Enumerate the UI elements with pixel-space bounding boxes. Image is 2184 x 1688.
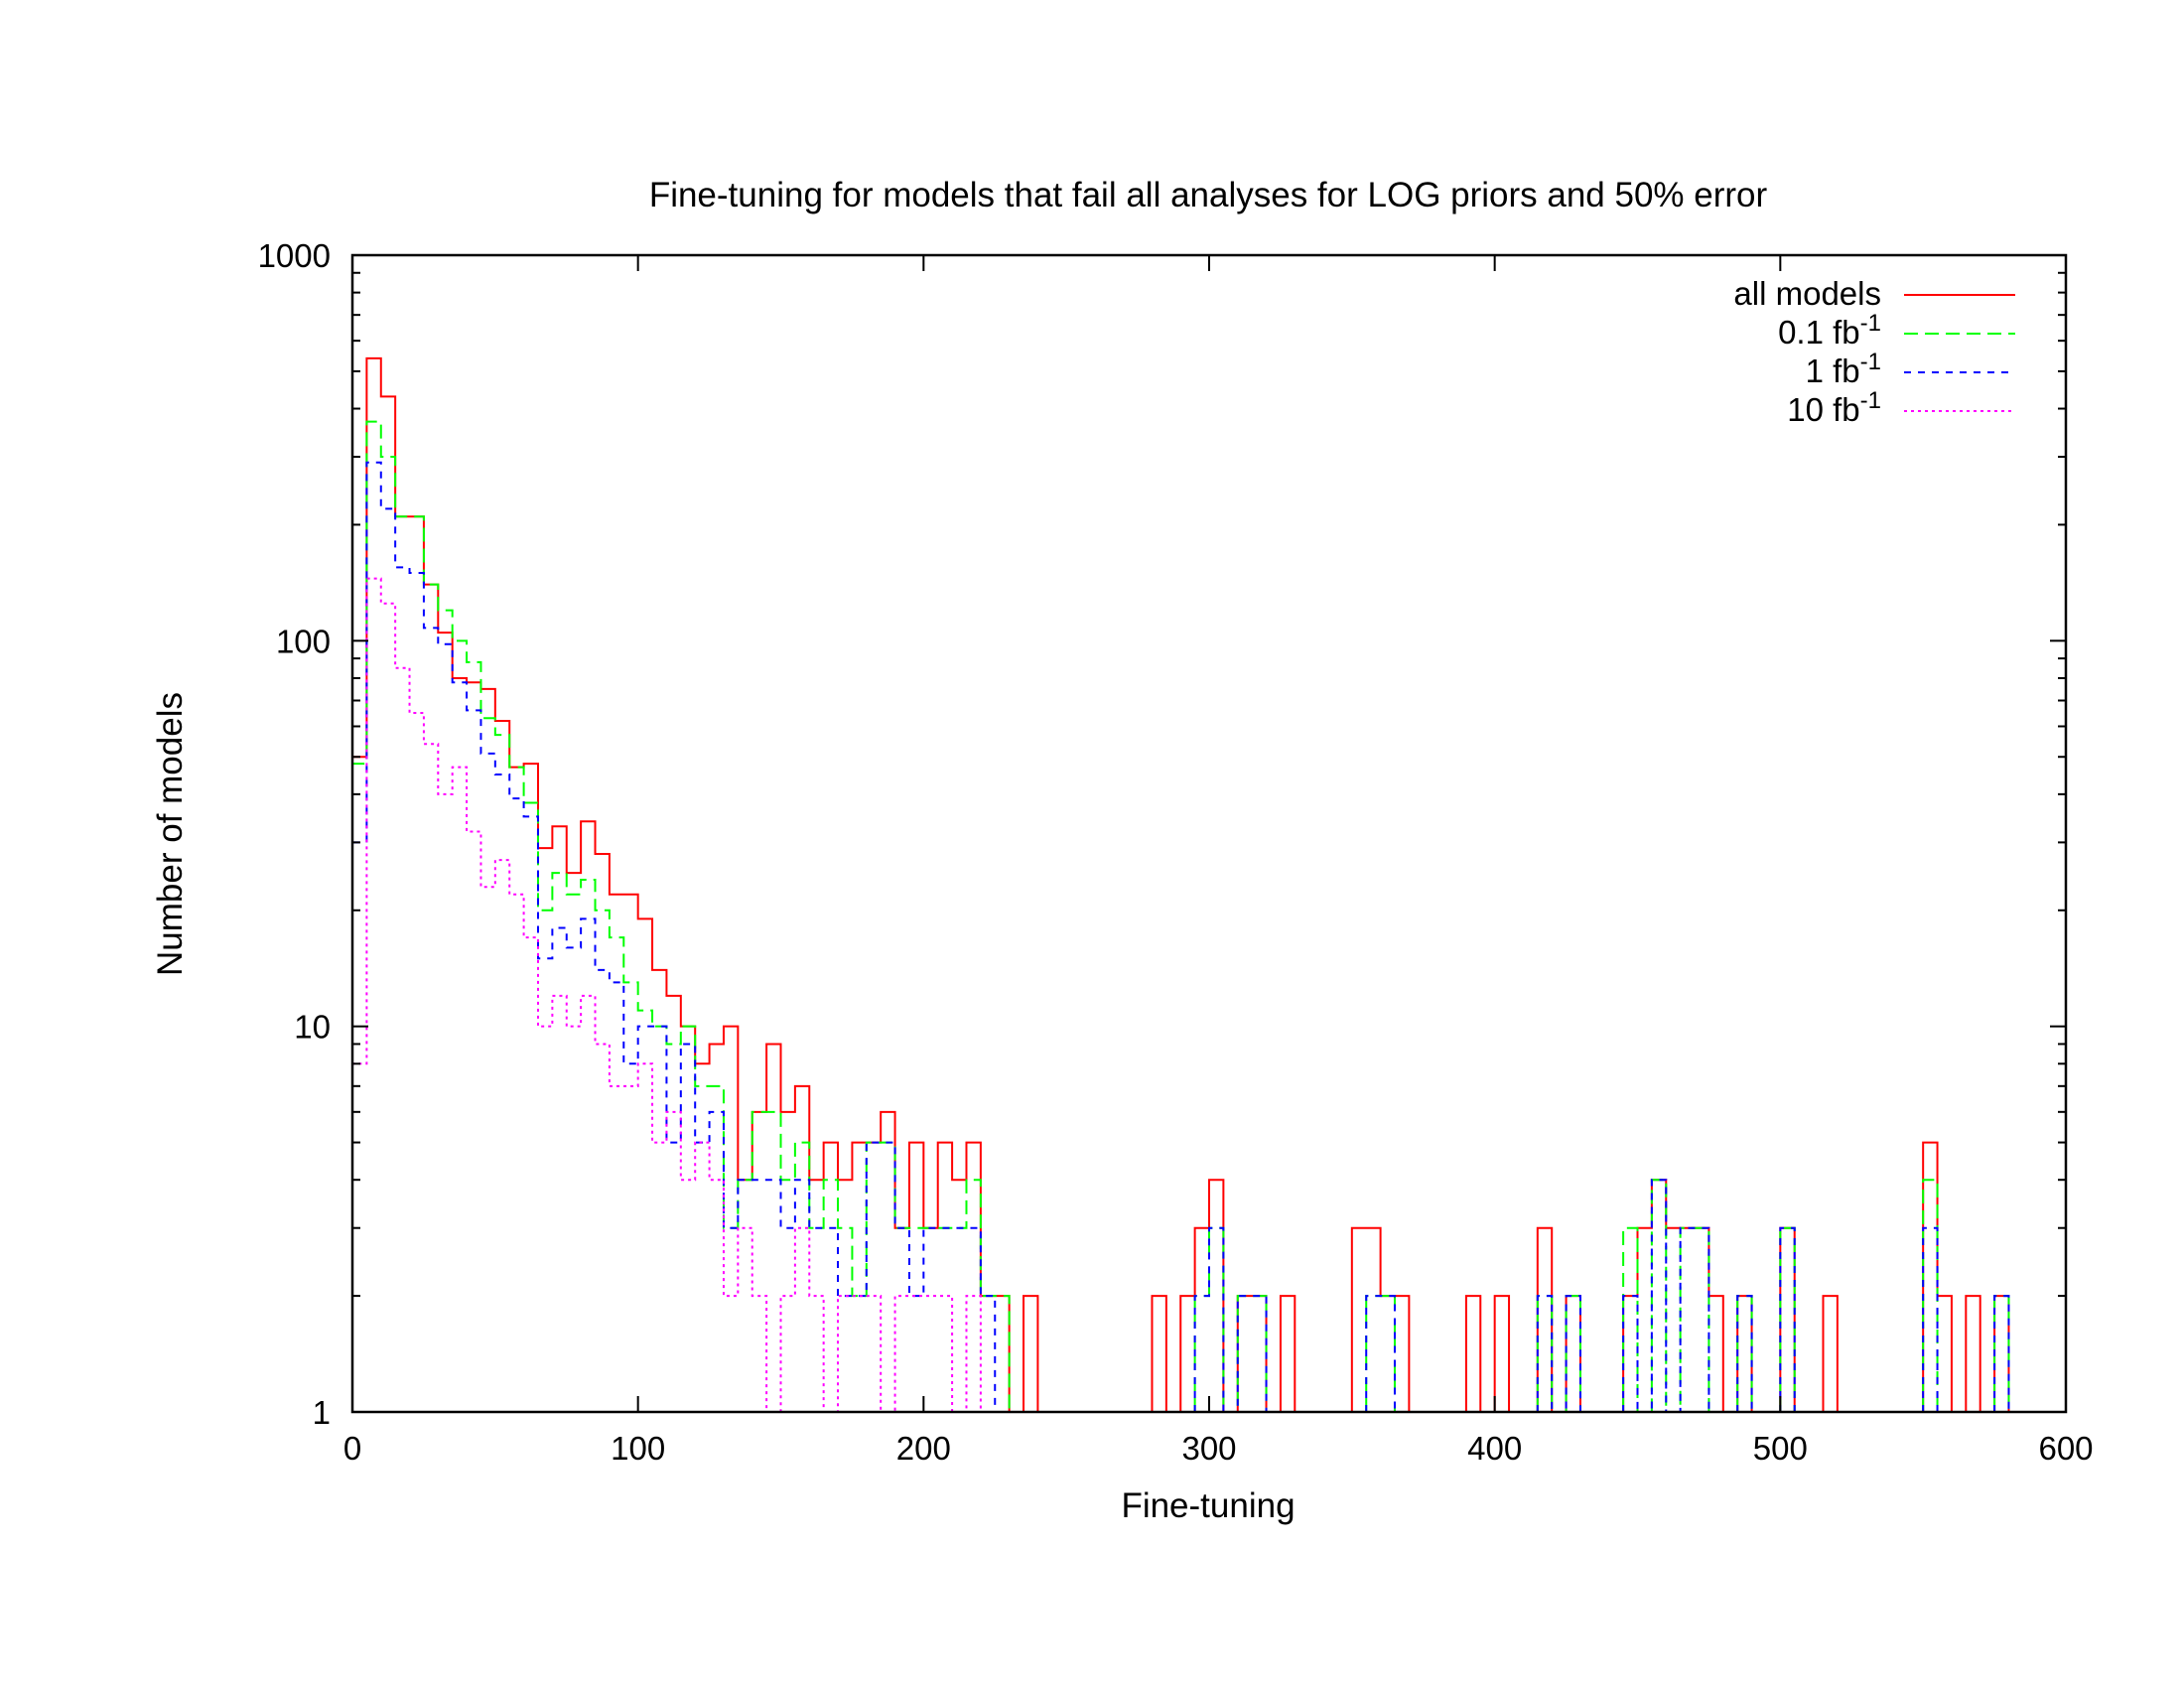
x-tick-label: 300 xyxy=(1181,1430,1236,1467)
x-tick-label: 0 xyxy=(343,1430,361,1467)
axis-ticks: 0 100 200 300 400 500 600 1 10 100 1000 xyxy=(258,237,2094,1467)
legend-label-text: 0.1 fb xyxy=(1778,314,1860,351)
x-axis-label: Fine-tuning xyxy=(1121,1486,1295,1525)
legend-label: 0.1 fb-1 xyxy=(1778,310,1881,351)
legend-label-superscript: -1 xyxy=(1860,349,1881,375)
legend-label: all models xyxy=(1733,275,1881,312)
x-tick-label: 500 xyxy=(1753,1430,1808,1467)
x-tick-label: 400 xyxy=(1467,1430,1522,1467)
legend-label-superscript: -1 xyxy=(1860,387,1881,414)
y-axis-label: Number of models xyxy=(151,692,190,976)
y-tick-label: 10 xyxy=(294,1009,331,1046)
y-tick-label: 100 xyxy=(276,623,331,659)
y-tick-label: 1 xyxy=(313,1394,331,1431)
legend-label-superscript: -1 xyxy=(1860,310,1881,337)
y-tick-label: 1000 xyxy=(258,237,331,274)
legend-label: 10 fb-1 xyxy=(1787,387,1881,428)
chart-title: Fine-tuning for models that fail all ana… xyxy=(649,176,1768,214)
series-4-histogram xyxy=(351,577,996,1413)
plot-frame xyxy=(350,253,2068,1414)
legend-label-text: 10 fb xyxy=(1787,391,1859,428)
legend-label: 1 fb-1 xyxy=(1806,349,1881,389)
legend-label-text: 1 fb xyxy=(1806,352,1860,389)
x-tick-label: 600 xyxy=(2038,1430,2093,1467)
legend-label-text: all models xyxy=(1733,275,1881,312)
x-tick-label: 200 xyxy=(896,1430,951,1467)
x-tick-label: 100 xyxy=(611,1430,665,1467)
